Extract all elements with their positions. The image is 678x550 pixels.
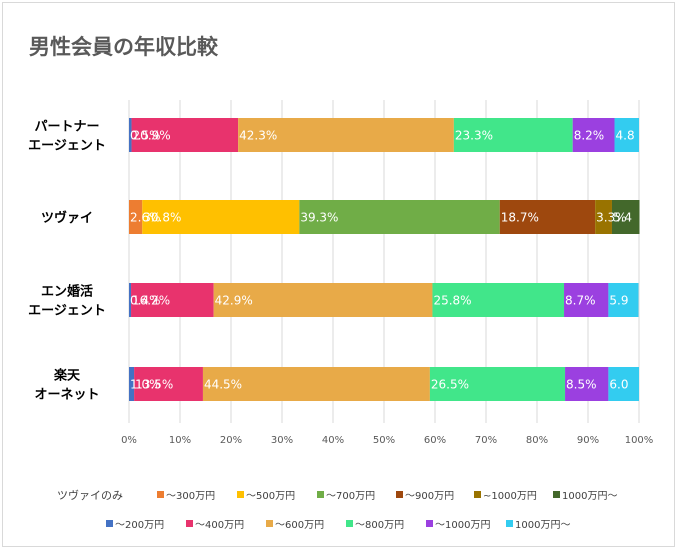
legend-swatch xyxy=(266,520,273,527)
data-label: 0.5% xyxy=(130,129,161,143)
legend-entry: ~1000万円 xyxy=(483,491,537,502)
x-tick-label: 50% xyxy=(373,435,395,446)
legend-entry: ～700万円 xyxy=(326,491,375,502)
category-label: ツヴァイ xyxy=(41,210,93,226)
legend-swatch xyxy=(317,491,324,498)
category-label: エージェント xyxy=(28,139,106,154)
bar-segment xyxy=(429,367,566,401)
bar-segment xyxy=(595,200,612,234)
category-label: エン婚活 xyxy=(41,284,93,300)
legend-swatch xyxy=(346,520,353,527)
bar-segment xyxy=(565,367,609,401)
x-tick-label: 90% xyxy=(577,435,599,446)
data-label: 42.9% xyxy=(215,294,253,308)
data-label: 20.9% xyxy=(133,129,171,143)
bar-segment xyxy=(134,367,203,401)
data-label: 30.8% xyxy=(143,211,181,225)
legend-entry: ～600万円 xyxy=(275,520,324,531)
x-tick-label: 10% xyxy=(169,435,191,446)
data-label: 39.3% xyxy=(300,211,338,225)
data-label: 16.2% xyxy=(132,294,170,308)
legend-swatch xyxy=(106,520,113,527)
x-tick-label: 30% xyxy=(271,435,293,446)
category-label: 楽天 xyxy=(53,368,81,384)
data-label: 8.2% xyxy=(574,129,605,143)
bar-segment xyxy=(202,367,430,401)
bar-segment xyxy=(499,200,596,234)
bar-segment xyxy=(611,200,640,234)
x-tick-label: 100% xyxy=(625,435,654,446)
legend-entry: ～400万円 xyxy=(195,520,244,531)
bar-segment xyxy=(453,118,573,152)
category-label: オーネット xyxy=(34,388,99,403)
legend-entry: 1000万円～ xyxy=(562,491,617,502)
data-label: 42.3% xyxy=(239,129,277,143)
data-label: 23.3% xyxy=(455,129,493,143)
data-label: 3.3% xyxy=(596,211,627,225)
data-label: 26.5% xyxy=(431,378,469,392)
data-label: 25.8% xyxy=(433,294,471,308)
legend-swatch xyxy=(553,491,560,498)
bar-segment xyxy=(129,283,132,317)
legend-entry: ～200万円 xyxy=(115,520,164,531)
bar-segment xyxy=(614,118,639,152)
legend-swatch xyxy=(506,520,513,527)
data-label: 6.0 xyxy=(609,378,628,392)
chart-title: 男性会員の年収比較 xyxy=(29,35,219,59)
x-tick-label: 60% xyxy=(424,435,446,446)
bar-segment xyxy=(213,283,433,317)
data-label: 5.9 xyxy=(609,294,628,308)
bar-segment xyxy=(129,200,143,234)
data-label: 5.4 xyxy=(613,211,632,225)
legend-entry: ～800万円 xyxy=(355,520,404,531)
bar-segment xyxy=(564,283,609,317)
legend-swatch xyxy=(157,491,164,498)
data-label: 0.4% xyxy=(130,294,161,308)
bar-segment xyxy=(608,283,639,317)
legend-entry: 1000万円～ xyxy=(515,520,570,531)
bar-segment xyxy=(131,118,239,152)
bar-segment xyxy=(572,118,615,152)
bar-segment xyxy=(238,118,454,152)
legend-swatch xyxy=(396,491,403,498)
bar-segment xyxy=(608,367,639,401)
data-label: 8.7% xyxy=(565,294,596,308)
x-tick-label: 80% xyxy=(526,435,548,446)
legend-title: ツヴァイのみ xyxy=(57,488,123,502)
bar-segment xyxy=(432,283,565,317)
x-tick-label: 0% xyxy=(121,435,137,446)
legend-swatch xyxy=(186,520,193,527)
data-label: 1.0% xyxy=(130,378,161,392)
x-tick-label: 40% xyxy=(322,435,344,446)
legend-entry: ～300万円 xyxy=(166,491,215,502)
category-label: エージェント xyxy=(28,304,106,319)
category-label: パートナー xyxy=(34,120,99,135)
data-label: 44.5% xyxy=(204,378,242,392)
legend-entry: ～900万円 xyxy=(405,491,454,502)
data-label: 4.8 xyxy=(616,129,635,143)
x-tick-label: 70% xyxy=(475,435,497,446)
data-label: 18.7% xyxy=(501,211,539,225)
bar-segment xyxy=(142,200,300,234)
data-label: 8.5% xyxy=(566,378,597,392)
legend-swatch xyxy=(426,520,433,527)
data-label: 2.6% xyxy=(130,211,161,225)
bar-segment xyxy=(129,118,132,152)
legend-entry: ～1000万円 xyxy=(435,520,490,531)
data-label: 13.5% xyxy=(135,378,173,392)
legend-swatch xyxy=(237,491,244,498)
legend-swatch xyxy=(474,491,481,498)
bar-segment xyxy=(129,367,135,401)
x-tick-label: 20% xyxy=(220,435,242,446)
legend-entry: ～500万円 xyxy=(246,491,295,502)
bar-segment xyxy=(131,283,214,317)
bar-segment xyxy=(299,200,500,234)
